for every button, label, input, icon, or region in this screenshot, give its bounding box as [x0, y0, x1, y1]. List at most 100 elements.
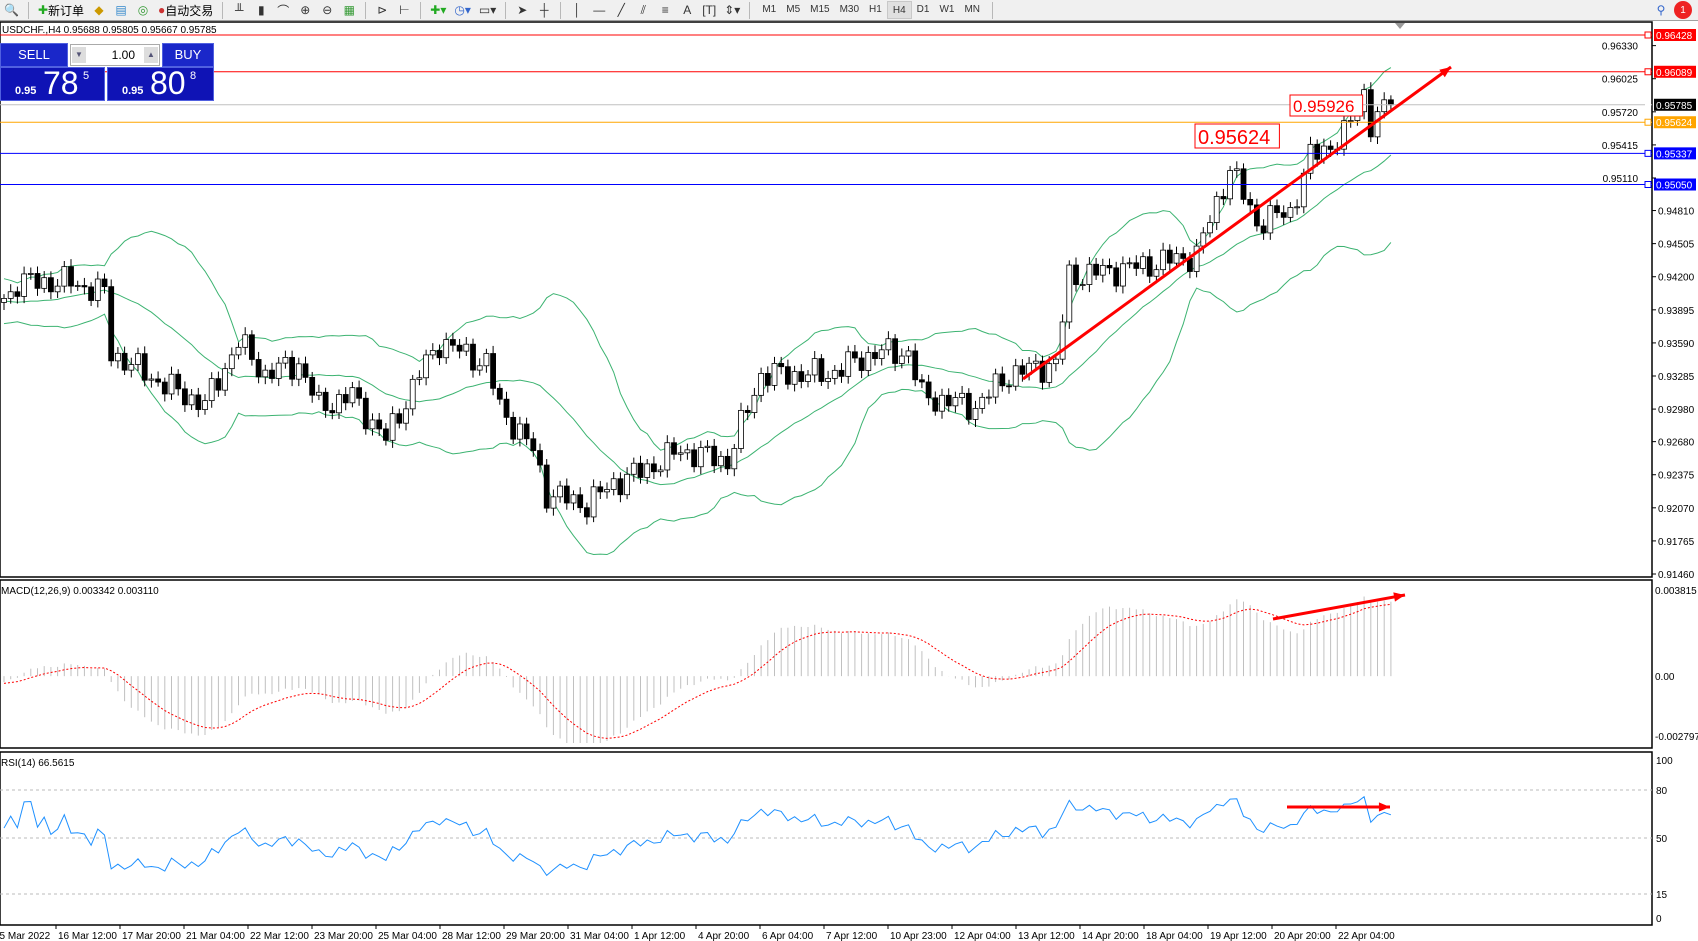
bull-candle	[1193, 245, 1200, 272]
increase-lot-icon[interactable]: ▲	[144, 47, 158, 63]
bear-candle	[1220, 196, 1227, 200]
text-icon[interactable]: A	[683, 3, 692, 17]
auto-scroll-icon[interactable]: ⊳	[377, 3, 388, 17]
auto-trading-button[interactable]: ● 自动交易	[158, 3, 214, 18]
bear-candle	[1166, 249, 1173, 264]
time-tick-label: 4 Apr 20:00	[698, 931, 750, 941]
terminal-icon[interactable]: ▤	[115, 3, 127, 17]
level-handle	[1644, 118, 1652, 126]
zoom-in-icon[interactable]: ⊕	[300, 3, 311, 17]
horizontal-line-icon[interactable]: —	[593, 3, 606, 17]
lot-size-input[interactable]: ▼ 1.00 ▲	[70, 44, 160, 66]
bull-candle	[1053, 358, 1059, 365]
level-handle	[1644, 31, 1652, 39]
rsi-tick-label: 100	[1656, 756, 1673, 767]
indicators-icon[interactable]: ✚▾	[430, 3, 447, 17]
crosshair-icon[interactable]: ┼	[539, 3, 549, 17]
sell-button[interactable]: SELL	[0, 43, 68, 67]
rsi-tick-label: 80	[1656, 786, 1668, 797]
bull-candle	[517, 423, 523, 440]
bear-candle	[181, 388, 188, 406]
time-tick-label: 12 Apr 04:00	[954, 931, 1011, 941]
chart-shift-marker	[1395, 23, 1405, 29]
bull-candle	[1079, 284, 1086, 286]
search-icon[interactable]: 🔍	[4, 3, 19, 17]
candlestick-icon[interactable]: ▮	[257, 3, 265, 17]
bull-candle	[952, 397, 959, 407]
chart-area[interactable]: 0.96428 0.96089 0.95785 0.95624 0.95337 0.950…	[0, 21, 1698, 941]
bear-candle	[798, 371, 805, 382]
bear-candle	[1260, 225, 1267, 234]
bull-candle	[704, 445, 711, 448]
bull-candle	[202, 400, 208, 410]
timeframe-w1[interactable]: W1	[939, 4, 955, 15]
lot-value[interactable]: 1.00	[111, 48, 135, 62]
bull-candle	[1160, 249, 1166, 271]
bear-candle	[1180, 253, 1187, 259]
notification-badge[interactable]: 1	[1674, 1, 1692, 19]
level-handle	[1645, 101, 1651, 108]
bull-candle	[825, 377, 831, 382]
bear-candle	[530, 438, 537, 451]
trendline-icon[interactable]: ╱	[617, 3, 625, 17]
price-tick-label: 0.92375	[1658, 471, 1695, 482]
signals-icon[interactable]: ◎	[137, 3, 149, 17]
bear-candle	[965, 392, 972, 420]
price-level-badge	[1654, 98, 1696, 111]
chart-shift-icon[interactable]: ⊢	[399, 3, 410, 17]
buy-price[interactable]: 0.95 80 8	[107, 66, 214, 101]
toolbar: 🔍 ✚ 新订单 ◆ ▤ ◎ ● 自动交易 ╨ ▮ ⌒ ⊕ ⊖ ▦ ⊳ ⊢ ✚▾ ◷▾…	[0, 0, 1698, 21]
line-chart-icon[interactable]: ⌒	[277, 3, 290, 18]
timeframe-h1[interactable]: H1	[869, 4, 882, 15]
tile-windows-icon[interactable]: ▦	[343, 3, 355, 17]
sell-price[interactable]: 0.95 78 5	[0, 66, 105, 101]
timeframe-m30[interactable]: M30	[839, 4, 860, 15]
cursor-icon[interactable]: ➤	[517, 3, 528, 17]
bear-candle	[919, 379, 925, 383]
bull-candle	[1347, 120, 1354, 122]
zoom-out-icon[interactable]: ⊖	[322, 3, 333, 17]
vertical-line-icon[interactable]: │	[573, 3, 582, 17]
text-label-icon[interactable]: [T]	[702, 3, 717, 17]
timeframe-m1[interactable]: M1	[762, 4, 777, 15]
channel-icon[interactable]: ⫽	[640, 2, 646, 17]
bull-candle	[718, 455, 724, 467]
buy-button[interactable]: BUY	[162, 43, 214, 67]
timeframe-d1[interactable]: D1	[916, 4, 930, 15]
timeframe-mn[interactable]: MN	[964, 4, 980, 15]
bear-candle	[34, 273, 41, 289]
bull-candle	[791, 371, 798, 385]
bull-candle	[476, 365, 483, 371]
bear-candle	[691, 449, 697, 468]
time-tick-label: 13 Apr 12:00	[1018, 931, 1075, 941]
bull-candle	[570, 494, 577, 504]
fibonacci-icon[interactable]: ≡	[661, 3, 669, 17]
decrease-lot-icon[interactable]: ▼	[72, 47, 86, 63]
time-tick-label: 15 Mar 2022	[0, 931, 51, 941]
bear-candle	[456, 344, 463, 352]
price-level-badge	[1654, 178, 1696, 191]
timeframe-h4[interactable]: H4	[886, 1, 912, 19]
bear-candle	[1113, 267, 1120, 287]
bull-candle	[1300, 172, 1307, 208]
arrows-icon[interactable]: ⇕▾	[724, 3, 741, 17]
bar-chart-icon[interactable]: ╨	[235, 3, 244, 17]
price-text-label: 0.95926	[1293, 97, 1354, 116]
bear-candle	[496, 387, 503, 400]
templates-icon[interactable]: ▭▾	[478, 3, 497, 17]
price-level-badge	[1654, 116, 1696, 129]
timeframe-m5[interactable]: M5	[786, 4, 801, 15]
bear-candle	[248, 334, 255, 360]
time-tick-label: 6 Apr 04:00	[762, 931, 814, 941]
bear-candle	[255, 359, 262, 378]
periods-icon[interactable]: ◷▾	[454, 3, 471, 17]
bear-candle	[1280, 212, 1287, 218]
level-handle	[1644, 181, 1652, 189]
timeframe-m15[interactable]: M15	[810, 4, 830, 15]
bear-candle	[121, 352, 128, 371]
search-icon[interactable]: ⚲	[1656, 3, 1666, 17]
bull-candle	[1207, 222, 1213, 234]
metaeditor-icon[interactable]: ◆	[94, 3, 104, 17]
new-order-button[interactable]: ✚ 新订单	[37, 3, 85, 18]
bear-candle	[651, 463, 657, 473]
